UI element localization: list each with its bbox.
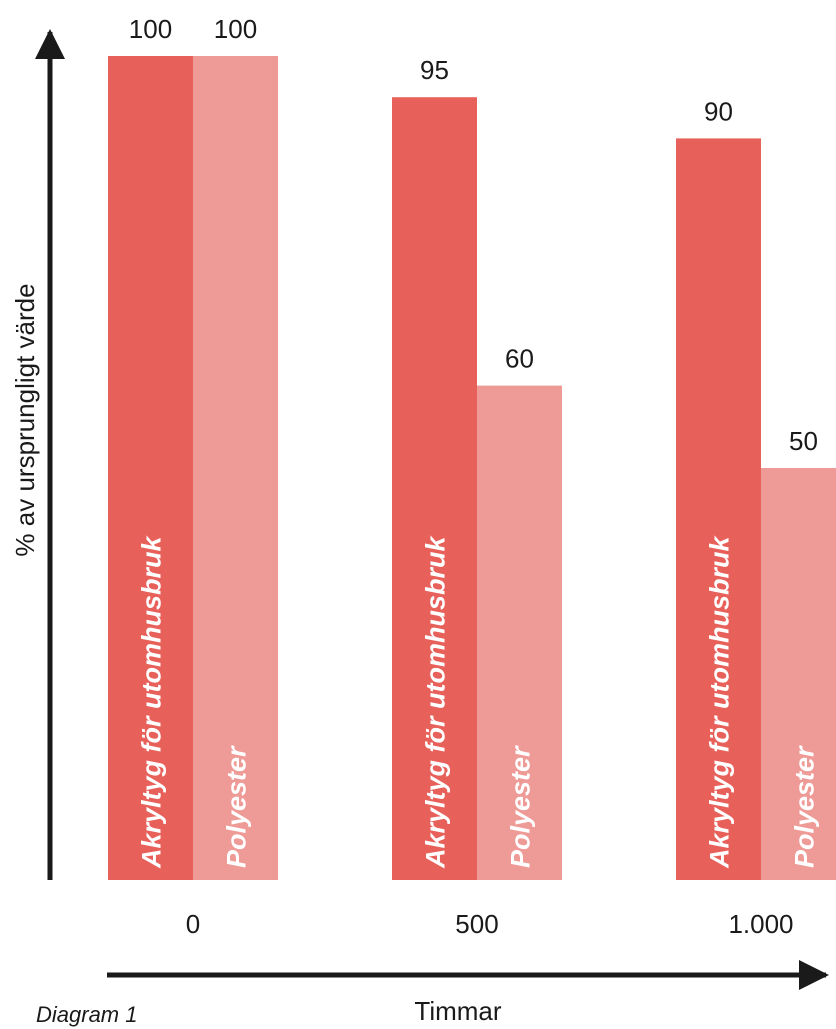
bar-akryltyg-f-r-utomhusbruk-2	[676, 138, 761, 880]
data-label-akryltyg-f-r-utomhusbruk-0: 100	[129, 14, 172, 44]
data-label-akryltyg-f-r-utomhusbruk-1: 95	[420, 55, 449, 85]
bar-series-label-polyester-1: Polyester	[506, 745, 536, 868]
x-axis-title: Timmar	[414, 996, 501, 1026]
bar-series-label-akryltyg-f-r-utomhusbruk-1: Akryltyg för utomhusbruk	[421, 534, 451, 869]
x-tick-label-0: 0	[186, 909, 200, 939]
bar-polyester-1	[477, 385, 562, 880]
bar-series-label-akryltyg-f-r-utomhusbruk-2: Akryltyg för utomhusbruk	[705, 534, 735, 869]
data-label-akryltyg-f-r-utomhusbruk-2: 90	[704, 96, 733, 126]
data-label-polyester-0: 100	[214, 14, 257, 44]
bar-akryltyg-f-r-utomhusbruk-1	[392, 97, 477, 880]
x-tick-label-1: 500	[455, 909, 498, 939]
diagram-caption: Diagram 1	[36, 1002, 137, 1027]
bar-series-label-polyester-2: Polyester	[790, 745, 820, 868]
bar-polyester-2	[761, 468, 836, 880]
y-axis-title: % av ursprungligt värde	[10, 283, 40, 556]
data-label-polyester-1: 60	[505, 344, 534, 374]
data-label-polyester-2: 50	[789, 426, 818, 456]
bar-series-label-polyester-0: Polyester	[222, 745, 252, 868]
x-tick-label-2: 1.000	[728, 909, 793, 939]
bar-series-label-akryltyg-f-r-utomhusbruk-0: Akryltyg för utomhusbruk	[137, 534, 167, 869]
bar-polyester-0	[193, 56, 278, 880]
bar-akryltyg-f-r-utomhusbruk-0	[108, 56, 193, 880]
